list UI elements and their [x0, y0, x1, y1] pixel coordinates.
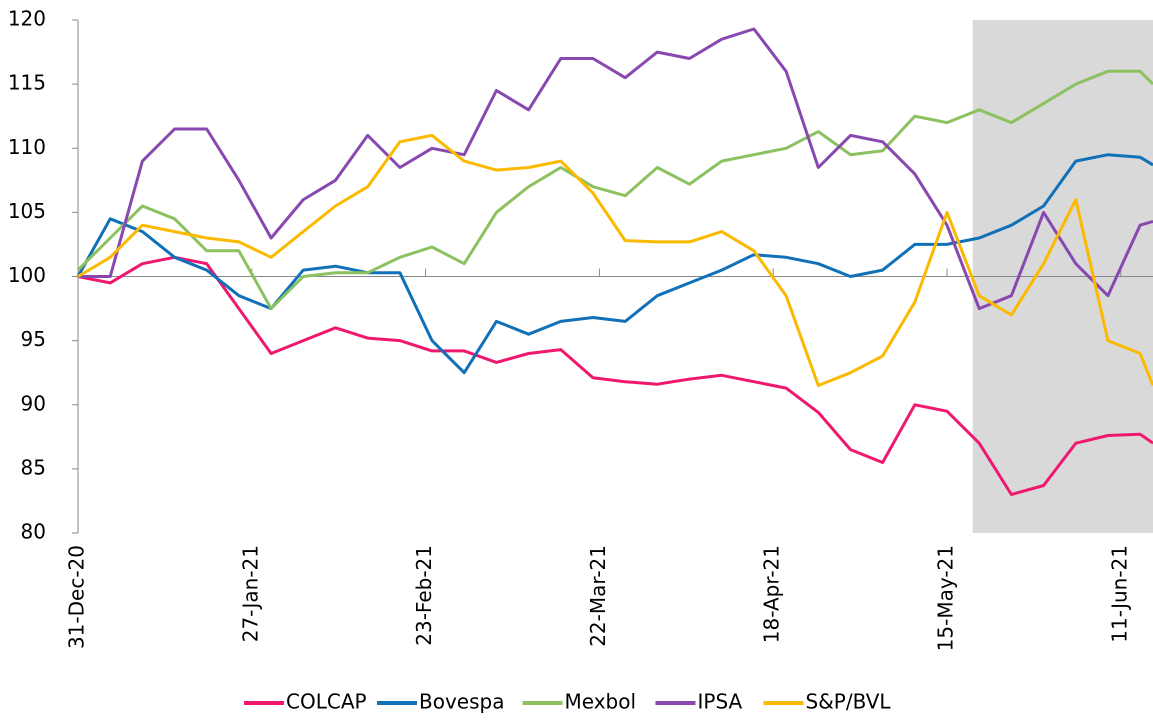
x-tick-label: 23-Feb-21 — [412, 545, 436, 646]
y-tick-label: 115 — [8, 71, 46, 95]
x-tick-label: 15-May-21 — [934, 545, 958, 651]
legend-label: Bovespa — [419, 690, 504, 714]
y-tick-label: 90 — [21, 391, 46, 415]
series-line — [76, 69, 1153, 311]
legend-label: IPSA — [698, 690, 743, 714]
series-line — [77, 133, 1153, 387]
y-tick-label: 85 — [21, 455, 46, 479]
series-line — [78, 27, 1153, 311]
x-tick-label: 11-Jun-21 — [1107, 545, 1131, 643]
y-tick-label: 95 — [21, 327, 46, 351]
x-tick-label: 31-Dec-20 — [65, 545, 89, 649]
legend-label: Mexbol — [565, 690, 637, 714]
x-tick-label: 18-Apr-21 — [760, 545, 784, 643]
y-tick-label: 110 — [8, 135, 46, 159]
x-tick-label: 27-Jan-21 — [238, 545, 262, 642]
x-tick-label: 22-Mar-21 — [586, 545, 610, 647]
y-tick-label: 120 — [8, 7, 46, 31]
y-tick-label: 100 — [8, 263, 46, 287]
legend-label: COLCAP — [286, 690, 367, 714]
y-tick-label: 105 — [8, 199, 46, 223]
legend-label: S&P/BVL — [806, 690, 892, 714]
series-line — [76, 153, 1153, 375]
y-tick-label: 80 — [21, 520, 46, 544]
series-line — [77, 255, 1153, 496]
legend: COLCAP Bovespa Mexbol IPSA S&P/BVL — [244, 690, 891, 714]
